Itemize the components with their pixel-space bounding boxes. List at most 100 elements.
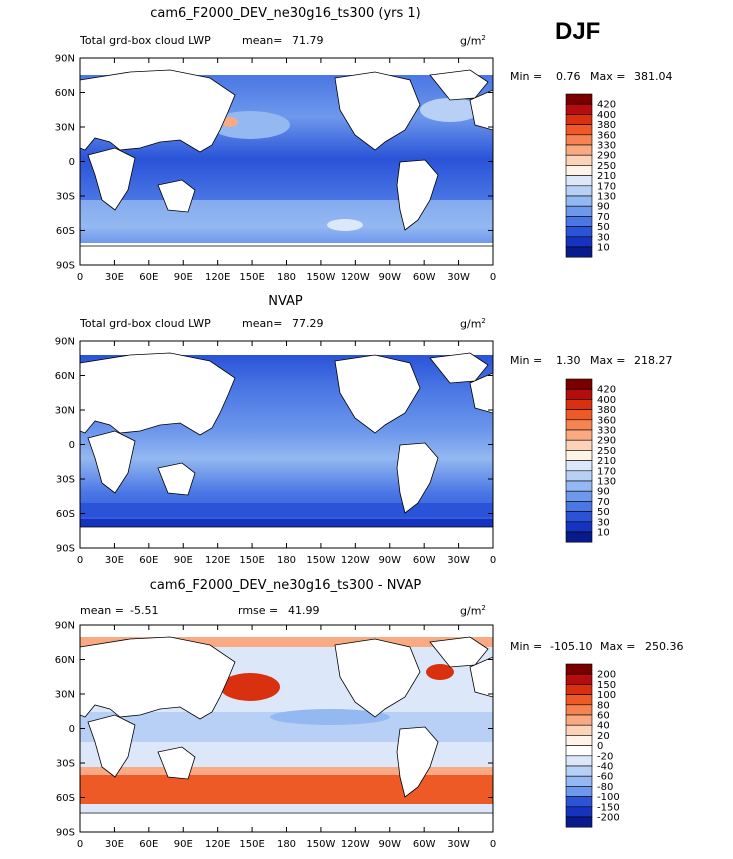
panel-1-units: g/m2: [460, 34, 486, 48]
lon-tick-label: 60E: [139, 839, 158, 850]
colorbar-label: 10: [597, 528, 610, 539]
panel-1-lon-ticks: 0 30E 60E 90E 120E 150E 180 150W 120W 90W 60W 30W 0: [77, 58, 496, 283]
lon-tick-label: 90E: [174, 839, 193, 850]
lat-tick-label: 60N: [55, 371, 75, 382]
panel-3-southern-edge: [80, 767, 493, 775]
panel-2-units: g/m2: [460, 317, 486, 331]
colorbar-label: 0: [597, 741, 603, 752]
colorbar-label: 170: [597, 466, 616, 477]
colorbar-box: [565, 124, 593, 136]
colorbar-label: -100: [597, 792, 620, 803]
lon-tick-label: 120W: [341, 272, 370, 283]
lon-tick-label: 120W: [341, 839, 370, 850]
lat-tick-label: 60S: [56, 793, 75, 804]
panel-3-title: cam6_F2000_DEV_ne30g16_ts300 - NVAP: [149, 578, 422, 593]
colorbar-label: 330: [597, 426, 616, 437]
colorbar-label: 360: [597, 415, 616, 426]
panel-3-min-value: -105.10: [550, 640, 593, 653]
colorbar-box: [565, 93, 593, 105]
panel-2-mean-value: 77.29: [292, 317, 324, 330]
lon-tick-label: 0: [77, 272, 83, 283]
colorbar-box: [565, 175, 593, 187]
lon-tick-label: 90E: [174, 272, 193, 283]
colorbar-label: 290: [597, 436, 616, 447]
colorbar-box: [565, 531, 593, 543]
panel-2-southern-band: [80, 503, 493, 517]
panel-1-title: cam6_F2000_DEV_ne30g16_ts300 (yrs 1): [150, 6, 421, 21]
lon-tick-label: 150E: [239, 555, 264, 566]
panel-2-southern-edge: [80, 519, 493, 527]
colorbar-label: -60: [597, 772, 613, 783]
colorbar-box: [565, 490, 593, 502]
colorbar-box: [565, 144, 593, 156]
panel-2-max-value: 218.27: [634, 354, 673, 367]
colorbar-box: [565, 226, 593, 238]
lon-tick-label: 30W: [447, 555, 470, 566]
panel-3-mean-label: mean =: [80, 604, 124, 617]
lat-tick-label: 30N: [55, 690, 75, 701]
colorbar-box: [565, 684, 593, 695]
lon-tick-label: 180: [277, 272, 296, 283]
panel-1-units-text: g/m: [460, 34, 482, 48]
panel-3-arctic-positive: [80, 637, 493, 647]
colorbar-box: [565, 714, 593, 726]
colorbar-label: 10: [597, 243, 610, 254]
lon-tick-label: 120E: [205, 272, 230, 283]
colorbar-box: [565, 378, 593, 390]
panel-1-southern-band: [80, 200, 493, 228]
panel-1-variable-label: Total grd-box cloud LWP: [80, 34, 211, 47]
colorbar-label: 420: [597, 385, 616, 396]
panel-3-lon-ticks: 0 30E 60E 90E 120E 150E 180 150W 120W 90W 60W 30W 0: [77, 625, 496, 850]
colorbar-box: [565, 216, 593, 227]
lat-tick-label: 0: [69, 440, 75, 451]
colorbar-label: -200: [597, 813, 620, 824]
lat-tick-label: 30N: [55, 406, 75, 417]
colorbar-label: 210: [597, 171, 616, 182]
panel-3-kuroshio-positive: [220, 673, 280, 701]
colorbar-label: 420: [597, 100, 616, 111]
lon-tick-label: 60W: [413, 555, 436, 566]
panel-3-units-sup: 2: [481, 604, 486, 612]
panel-2-min-label: Min =: [510, 354, 543, 367]
lon-tick-label: 90W: [378, 839, 401, 850]
lon-tick-label: 90E: [174, 555, 193, 566]
colorbar-box: [565, 663, 593, 675]
panel-2-mean-label: mean=: [242, 317, 283, 330]
colorbar-box: [565, 388, 593, 400]
colorbar-label: 50: [597, 507, 610, 518]
lat-tick-label: 60N: [55, 655, 75, 666]
colorbar-box: [565, 704, 593, 716]
lat-tick-label: 60N: [55, 88, 75, 99]
panel-3-rmse-value: 41.99: [288, 604, 320, 617]
lon-tick-label: 60W: [413, 272, 436, 283]
lat-tick-label: 90N: [55, 621, 75, 632]
lon-tick-label: 0: [490, 839, 496, 850]
colorbar-box: [565, 480, 593, 492]
colorbar-box: [565, 419, 593, 431]
colorbar-label: 20: [597, 731, 610, 742]
colorbar-box: [565, 185, 593, 197]
colorbar-label: 100: [597, 690, 616, 701]
colorbar-label: 200: [597, 670, 616, 681]
lon-tick-label: 120E: [205, 555, 230, 566]
lon-tick-label: 0: [490, 555, 496, 566]
panel-2-title: NVAP: [268, 294, 303, 309]
lon-tick-label: 90W: [378, 555, 401, 566]
colorbar-label: 250: [597, 161, 616, 172]
lon-tick-label: 30E: [105, 839, 124, 850]
panel-2-min-value: 1.30: [556, 354, 581, 367]
colorbar-label: 290: [597, 151, 616, 162]
panel-3-min-label: Min =: [510, 640, 543, 653]
panel-1-units-sup: 2: [481, 34, 486, 42]
panel-2-variable-label: Total grd-box cloud LWP: [80, 317, 211, 330]
colorbar-box: [565, 114, 593, 125]
colorbar-label: -150: [597, 802, 620, 813]
panel-1-min-label: Min =: [510, 70, 543, 83]
colorbar-box: [565, 765, 593, 777]
colorbar-box: [565, 103, 593, 115]
lat-tick-label: 90S: [56, 544, 75, 555]
panel-1-mean-label: mean=: [242, 34, 283, 47]
panel-3-mean-value: -5.51: [130, 604, 159, 617]
lon-tick-label: 0: [490, 272, 496, 283]
